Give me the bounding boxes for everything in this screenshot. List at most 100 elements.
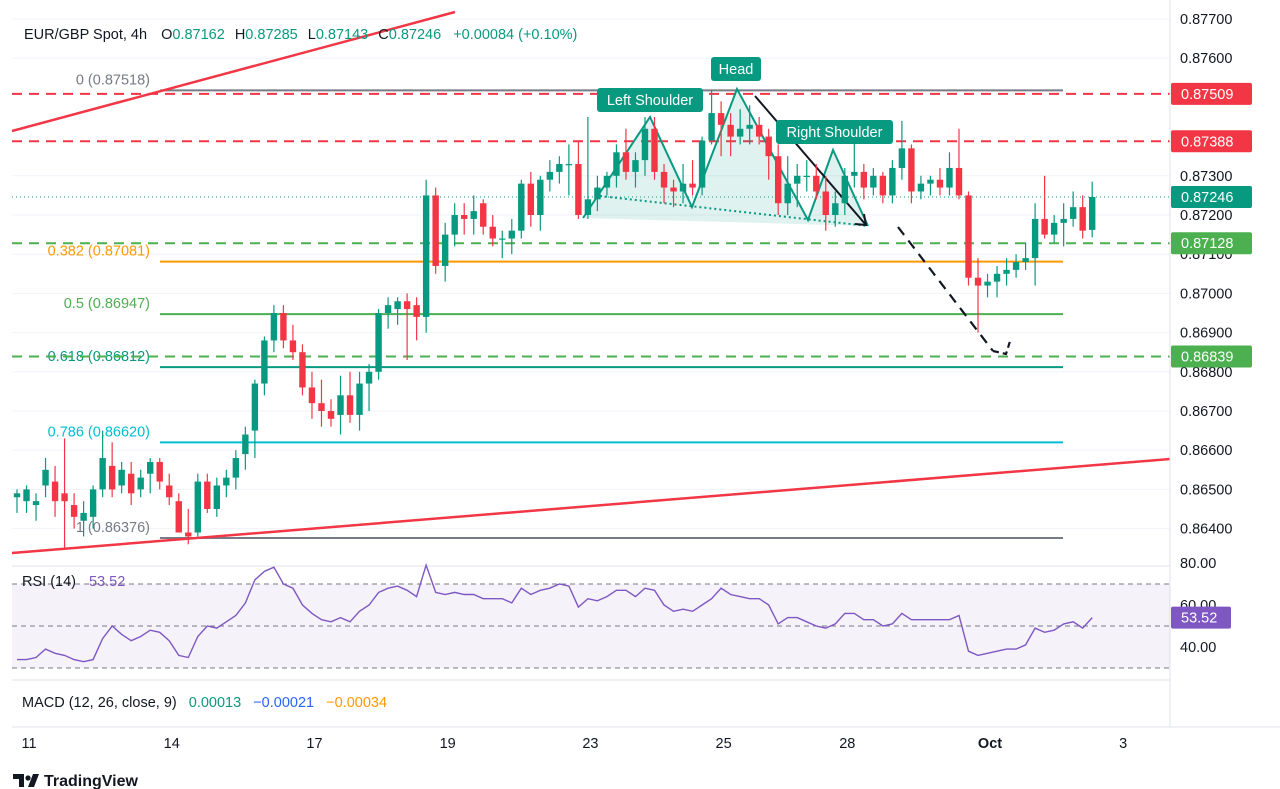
candle[interactable] (156, 458, 163, 490)
candle[interactable] (80, 501, 87, 537)
candle[interactable] (537, 175, 544, 231)
candle[interactable] (270, 305, 278, 353)
candle[interactable] (594, 175, 601, 212)
candle[interactable] (870, 167, 877, 196)
candle[interactable] (984, 273, 991, 298)
candle[interactable] (546, 160, 554, 192)
candle[interactable] (746, 105, 753, 145)
candle[interactable] (451, 203, 458, 247)
candle[interactable] (23, 485, 30, 513)
candle[interactable] (794, 164, 801, 208)
candle[interactable] (974, 258, 982, 333)
candle[interactable] (137, 469, 144, 498)
candle[interactable] (765, 128, 772, 180)
candle[interactable] (1069, 191, 1077, 227)
candle[interactable] (99, 430, 106, 498)
candle[interactable] (717, 101, 725, 157)
candle[interactable] (851, 140, 858, 188)
candle[interactable] (318, 379, 325, 427)
candle[interactable] (1088, 181, 1096, 238)
candle[interactable] (308, 371, 316, 419)
candle[interactable] (784, 156, 791, 215)
candle[interactable] (613, 144, 620, 188)
candle[interactable] (242, 426, 249, 470)
candle[interactable] (346, 371, 354, 423)
candle[interactable] (1079, 195, 1086, 239)
candle[interactable] (232, 450, 240, 490)
candle[interactable] (175, 493, 182, 533)
candle[interactable] (42, 458, 49, 498)
candle[interactable] (51, 465, 59, 517)
candle[interactable] (1041, 175, 1048, 239)
candle[interactable] (813, 164, 820, 200)
candle[interactable] (461, 203, 468, 235)
candle[interactable] (860, 164, 868, 200)
candles[interactable] (13, 89, 1096, 549)
candle[interactable] (327, 399, 335, 427)
candle[interactable] (337, 375, 344, 435)
candle[interactable] (61, 438, 68, 549)
candle[interactable] (1022, 242, 1029, 270)
candle[interactable] (803, 160, 810, 192)
candle[interactable] (641, 117, 649, 176)
candle[interactable] (936, 167, 944, 196)
candle[interactable] (1060, 203, 1067, 247)
candle[interactable] (280, 305, 287, 349)
candle[interactable] (480, 199, 487, 235)
candle[interactable] (185, 509, 192, 545)
candle[interactable] (775, 144, 782, 215)
candle[interactable] (432, 187, 439, 274)
time-axis[interactable]: 11 14 17 19 23 25 28 Oct 3 (21, 736, 1127, 752)
candle[interactable] (127, 461, 135, 506)
candle[interactable] (384, 297, 392, 329)
candle[interactable] (261, 336, 268, 396)
candle[interactable] (622, 128, 630, 180)
candle[interactable] (822, 175, 829, 231)
candle[interactable] (32, 493, 40, 521)
candle[interactable] (603, 171, 611, 196)
candle[interactable] (108, 442, 116, 498)
candle[interactable] (556, 156, 563, 184)
candle[interactable] (299, 344, 306, 396)
candle[interactable] (147, 458, 154, 494)
candle[interactable] (698, 136, 706, 196)
candle[interactable] (470, 195, 477, 235)
candle[interactable] (89, 485, 97, 529)
candle[interactable] (365, 363, 373, 411)
candle[interactable] (946, 152, 953, 196)
candle[interactable] (898, 120, 906, 180)
candle[interactable] (194, 473, 201, 537)
candle[interactable] (223, 469, 230, 498)
candle[interactable] (832, 191, 839, 227)
candle[interactable] (632, 152, 639, 188)
candle[interactable] (394, 297, 401, 325)
candle[interactable] (489, 215, 496, 247)
candle[interactable] (755, 117, 763, 145)
candle[interactable] (213, 477, 221, 517)
candle[interactable] (736, 109, 744, 145)
candle[interactable] (508, 218, 515, 255)
candle[interactable] (413, 297, 420, 341)
candle[interactable] (527, 171, 535, 227)
candle[interactable] (166, 473, 173, 506)
candle[interactable] (70, 493, 78, 529)
candle[interactable] (965, 191, 972, 286)
candle[interactable] (1050, 215, 1058, 243)
candle[interactable] (1031, 203, 1039, 286)
candle[interactable] (651, 117, 658, 180)
candle[interactable] (499, 230, 506, 259)
candle[interactable] (565, 144, 573, 196)
candle[interactable] (403, 293, 411, 361)
candle[interactable] (575, 140, 582, 219)
candle[interactable] (422, 179, 430, 333)
candle[interactable] (356, 371, 363, 431)
candle[interactable] (13, 489, 21, 513)
candle[interactable] (927, 175, 934, 196)
candle[interactable] (518, 179, 525, 239)
price-axis[interactable]: 0.877000.876000.873000.872000.871000.870… (1180, 12, 1232, 538)
candle[interactable] (375, 309, 382, 380)
candle[interactable] (204, 473, 211, 513)
candle[interactable] (118, 461, 125, 494)
candle[interactable] (708, 89, 715, 145)
candle[interactable] (251, 379, 259, 459)
